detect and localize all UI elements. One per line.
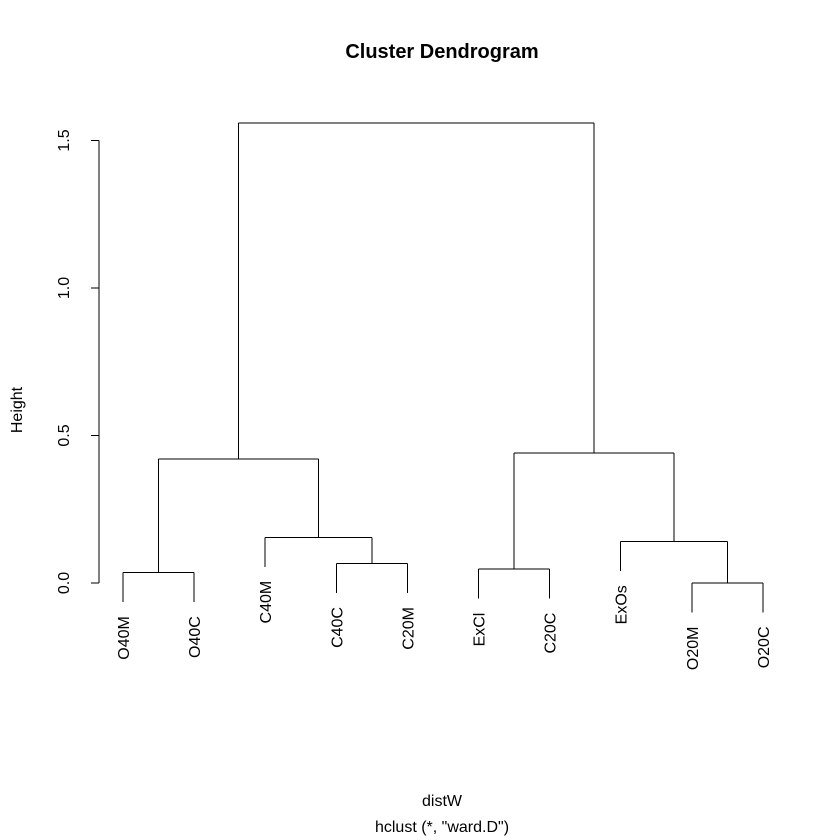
leaf-label: ExOs bbox=[614, 585, 631, 624]
y-tick-label: 0.0 bbox=[56, 572, 73, 594]
y-tick-label: 0.5 bbox=[56, 424, 73, 446]
leaf-labels: O40M O40C C40M C40C C20M ExCl C20C ExOs O20M O20C bbox=[116, 581, 773, 670]
leaf-label: C40C bbox=[329, 607, 346, 648]
leaf-label: C20C bbox=[543, 613, 560, 654]
chart-title: Cluster Dendrogram bbox=[345, 41, 538, 63]
leaf-label: O20M bbox=[685, 627, 702, 671]
leaf-label: ExCl bbox=[472, 613, 489, 647]
leaf-label: C20M bbox=[400, 607, 417, 650]
leaf-label: O40M bbox=[116, 616, 133, 660]
dendrogram-tree bbox=[122, 122, 764, 613]
y-tick-label: 1.5 bbox=[56, 129, 73, 151]
chart-subtitle: hclust (*, "ward.D") bbox=[375, 819, 509, 836]
y-axis: 0.0 0.5 1.0 1.5 bbox=[56, 129, 100, 594]
y-axis-label: Height bbox=[9, 386, 26, 433]
leaf-label: O20C bbox=[756, 627, 773, 669]
leaf-label: O40C bbox=[187, 616, 204, 658]
y-tick-label: 1.0 bbox=[56, 277, 73, 299]
leaf-label: C40M bbox=[258, 581, 275, 624]
x-axis-label: distW bbox=[422, 793, 463, 810]
